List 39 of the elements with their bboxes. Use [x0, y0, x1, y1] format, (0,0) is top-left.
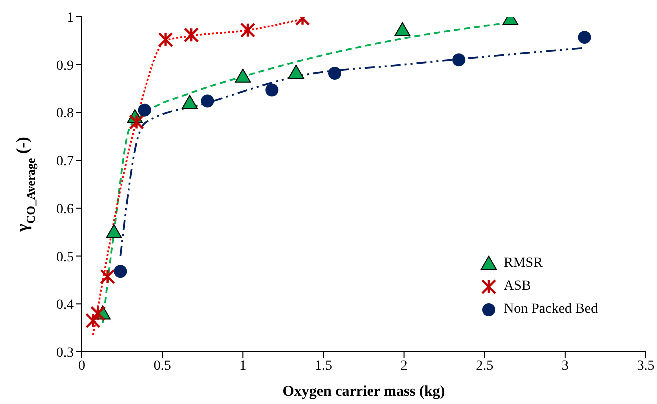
y-tick-label: 0.8 — [56, 106, 74, 122]
point — [106, 224, 122, 238]
point — [235, 68, 252, 83]
x-tick-label: 0.5 — [154, 358, 172, 374]
y-tick-label: 0.3 — [56, 346, 74, 361]
point — [114, 265, 128, 278]
legend-label: ASB — [504, 278, 532, 294]
y-tick-label: 0.4 — [56, 298, 74, 314]
point — [184, 28, 200, 43]
point — [394, 22, 411, 36]
x-tick-label: 3.5 — [637, 358, 655, 374]
point — [138, 104, 152, 117]
point — [158, 32, 174, 48]
point — [90, 306, 106, 322]
x-tick-label: 0 — [78, 358, 86, 374]
y-tick-label: 1 — [67, 10, 74, 26]
x-axis-title: Oxygen carrier mass (kg) — [282, 384, 446, 400]
x-tick-label: 2 — [400, 358, 408, 374]
y-tick-label: 0.6 — [56, 202, 74, 218]
y-tick-label: 0.9 — [56, 58, 74, 74]
x-tick-label: 1 — [240, 358, 247, 374]
x-tick-label: 1.5 — [314, 358, 332, 374]
point — [129, 114, 144, 130]
point — [266, 84, 279, 97]
y-tick-label: 0.5 — [56, 250, 74, 266]
point — [100, 269, 116, 284]
point — [452, 54, 466, 67]
legend-label: RMSR — [504, 256, 543, 272]
legend-label: Non Packed Bed — [504, 302, 598, 318]
point — [201, 94, 214, 108]
x-tick-label: 2.5 — [476, 358, 494, 374]
point — [328, 66, 342, 80]
point — [182, 95, 198, 110]
point — [288, 64, 304, 79]
point — [240, 22, 256, 38]
y-tick-label: 0.7 — [56, 154, 74, 170]
point — [578, 31, 592, 44]
x-tick-label: 3 — [562, 358, 569, 374]
point — [86, 313, 101, 328]
